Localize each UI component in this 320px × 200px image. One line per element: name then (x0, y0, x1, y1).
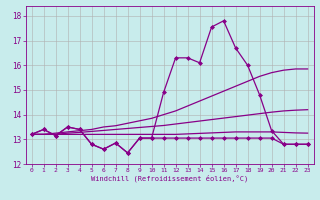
X-axis label: Windchill (Refroidissement éolien,°C): Windchill (Refroidissement éolien,°C) (91, 175, 248, 182)
